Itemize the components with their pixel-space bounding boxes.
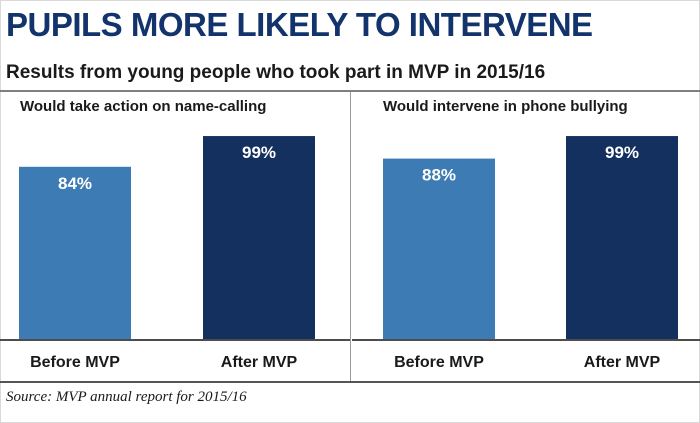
footer-rule: [0, 381, 700, 383]
bar-value-label: 88%: [422, 166, 456, 185]
chart-subtitle: Results from young people who took part …: [6, 62, 546, 83]
bar-phone-bullying-after: [566, 136, 678, 339]
baseline-right: [352, 339, 700, 341]
bar-value-label: 84%: [58, 174, 92, 193]
category-label: Before MVP: [30, 354, 120, 371]
panel-title-name-calling: Would take action on name-calling: [20, 98, 267, 115]
bar-phone-bullying-before: [383, 158, 495, 339]
bar-name-calling-after: [203, 136, 315, 339]
category-label: After MVP: [221, 354, 298, 371]
bar-value-label: 99%: [242, 143, 276, 162]
bar-value-label: 99%: [605, 143, 639, 162]
panel-title-phone-bullying: Would intervene in phone bullying: [383, 98, 628, 115]
header-rule: [0, 90, 700, 92]
chart-title: PUPILS MORE LIKELY TO INTERVENE: [6, 6, 593, 43]
source-note: Source: MVP annual report for 2015/16: [6, 389, 247, 405]
panel-divider: [350, 92, 351, 382]
baseline-left: [0, 339, 350, 341]
category-label: After MVP: [584, 354, 661, 371]
category-label: Before MVP: [394, 354, 484, 371]
bar-name-calling-before: [19, 166, 131, 339]
